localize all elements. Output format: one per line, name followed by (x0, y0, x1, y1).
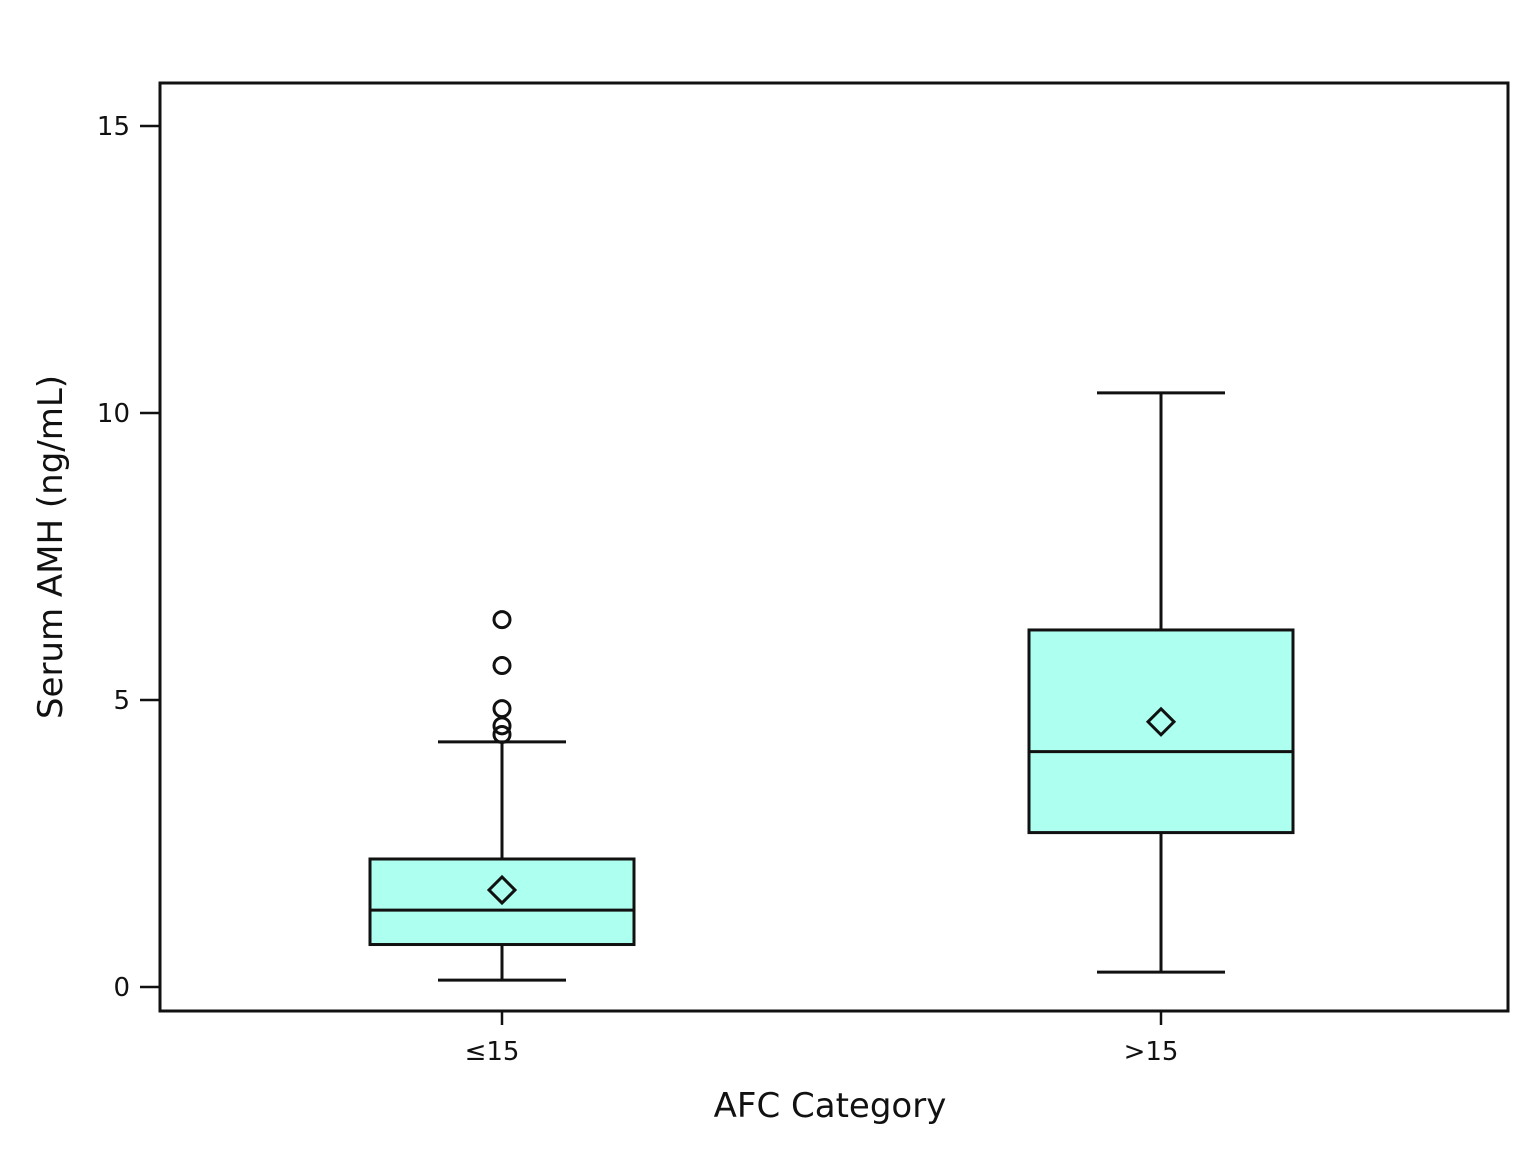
outlier-point (492, 656, 512, 676)
x-tick-label: ≤15 (465, 1037, 520, 1067)
mean-marker (1145, 706, 1177, 737)
mean-marker (486, 874, 518, 906)
outlier-point (492, 610, 512, 630)
box-series (368, 391, 1295, 982)
outlier-point (492, 699, 512, 719)
iqr-box (1027, 628, 1295, 835)
box-group (368, 610, 636, 982)
y-tick-label: 10 (97, 399, 130, 429)
plot-frame (158, 81, 1510, 1013)
y-tick-label: 0 (113, 973, 130, 1003)
x-axis-title: AFC Category (714, 1086, 947, 1126)
x-axis: ≤15 >15 (465, 1011, 1179, 1067)
y-tick-label: 15 (97, 112, 130, 142)
box-group (1027, 391, 1295, 974)
y-axis: 0 5 10 15 (97, 112, 160, 1003)
outlier-point (492, 724, 512, 744)
y-tick-label: 5 (113, 686, 130, 716)
y-axis-title: Serum AMH (ng/mL) (31, 375, 71, 719)
x-tick-label: >15 (1124, 1037, 1179, 1067)
